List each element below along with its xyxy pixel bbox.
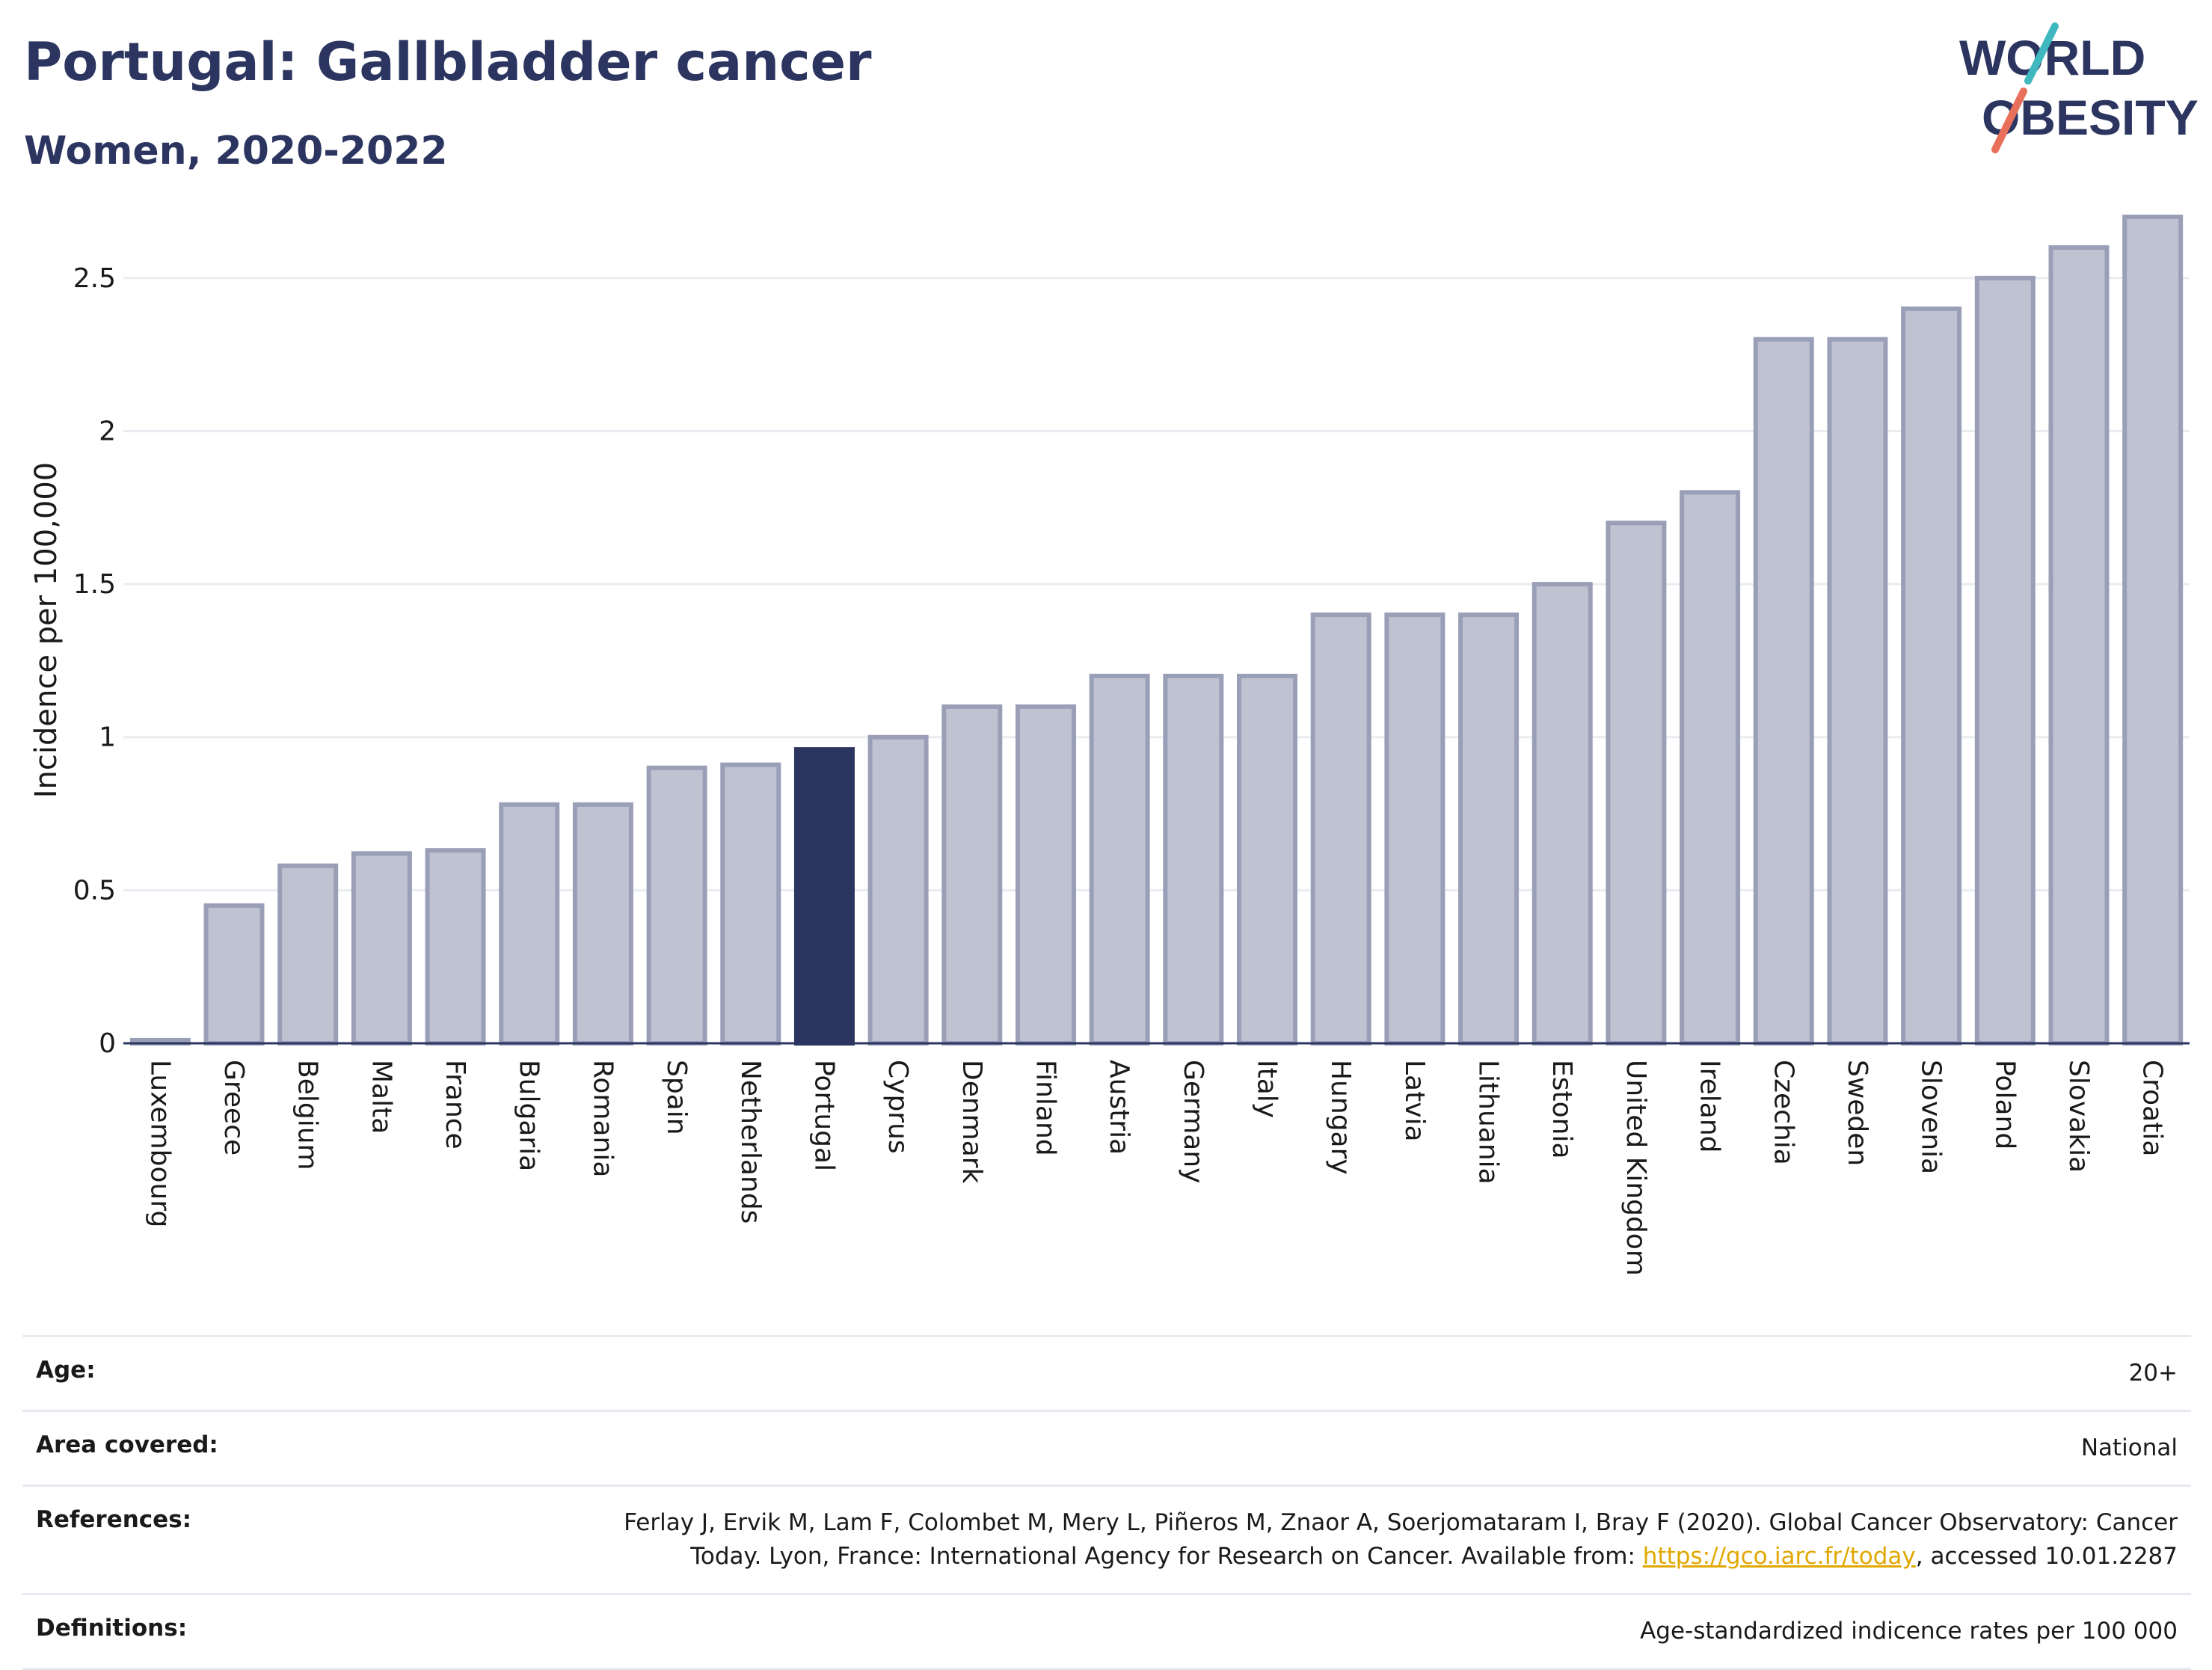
world-obesity-logo: WORLD OBESITY bbox=[1959, 22, 2199, 153]
info-row-age: Age: 20+ bbox=[22, 1335, 2191, 1410]
references-value: Ferlay J, Ervik M, Lam F, Colombet M, Me… bbox=[624, 1506, 2178, 1574]
x-tick-label: Cyprus bbox=[882, 1060, 913, 1154]
x-tick-label: Malta bbox=[366, 1060, 396, 1134]
bar-czechia bbox=[1753, 337, 1814, 1046]
x-tick-label: United Kingdom bbox=[1620, 1060, 1651, 1276]
info-row-references: References: Ferlay J, Ervik M, Lam F, Co… bbox=[22, 1484, 2191, 1593]
x-tick-label: Lithuania bbox=[1473, 1060, 1504, 1185]
x-tick-label: Luxembourg bbox=[144, 1060, 175, 1227]
x-tick-label: Latvia bbox=[1399, 1060, 1430, 1142]
x-tick-label: Slovenia bbox=[1916, 1060, 1947, 1174]
bar-sweden bbox=[1827, 337, 1888, 1046]
bar-malta bbox=[351, 851, 412, 1046]
x-tick-label: Netherlands bbox=[735, 1060, 766, 1224]
age-label: Age: bbox=[36, 1357, 96, 1384]
bar-finland bbox=[1015, 704, 1076, 1046]
bar-poland bbox=[1974, 275, 2036, 1046]
area-label: Area covered: bbox=[36, 1431, 218, 1458]
references-line1: Ferlay J, Ervik M, Lam F, Colombet M, Me… bbox=[624, 1508, 2178, 1536]
bar-germany bbox=[1163, 673, 1224, 1046]
bar-romania bbox=[572, 802, 633, 1046]
x-tick-label: Austria bbox=[1104, 1060, 1134, 1155]
x-tick-label: Ireland bbox=[1695, 1060, 1725, 1153]
bar-chart: 0 0.5 1 1.5 2 2.5 Luxembourg Greece Belgium Malt… bbox=[29, 215, 2190, 1276]
bar-denmark bbox=[941, 704, 1003, 1046]
bar-estonia bbox=[1531, 582, 1593, 1046]
bar-ireland bbox=[1680, 490, 1741, 1046]
bar-hungary bbox=[1310, 613, 1371, 1046]
x-tick-label: Greece bbox=[218, 1060, 249, 1155]
age-value: 20+ bbox=[2128, 1360, 2178, 1387]
page-subtitle: Women, 2020-2022 bbox=[24, 129, 448, 174]
page-title: Portugal: Gallbladder cancer bbox=[24, 31, 872, 93]
bar-greece bbox=[203, 903, 265, 1046]
bar-italy bbox=[1237, 673, 1298, 1046]
bar-belgium bbox=[277, 863, 339, 1046]
definitions-value: Age-standardized indicence rates per 100… bbox=[1640, 1617, 2178, 1645]
x-tick-label: Slovakia bbox=[2063, 1060, 2094, 1173]
bar-portugal bbox=[793, 747, 855, 1046]
bar-croatia bbox=[2122, 215, 2184, 1046]
logo-slash-top-icon bbox=[2024, 22, 2059, 85]
bar-france bbox=[425, 848, 486, 1046]
y-tick-label: 1.5 bbox=[73, 569, 116, 600]
definitions-label: Definitions: bbox=[36, 1614, 188, 1642]
logo-slash-bottom-icon bbox=[1991, 88, 2027, 153]
bar-spain bbox=[646, 765, 707, 1046]
bar-slovakia bbox=[2048, 245, 2110, 1046]
y-tick-label: 2 bbox=[99, 416, 116, 446]
info-row-definitions: Definitions: Age-standardized indicence … bbox=[22, 1592, 2191, 1670]
x-tick-label: Finland bbox=[1030, 1060, 1060, 1156]
bar-united-kingdom bbox=[1606, 521, 1667, 1046]
y-tick-label: 1 bbox=[99, 722, 116, 753]
x-tick-label: Estonia bbox=[1546, 1060, 1577, 1159]
x-tick-labels: Luxembourg Greece Belgium Malta France Bulgar… bbox=[144, 1060, 2167, 1276]
x-tick-label: Denmark bbox=[956, 1060, 987, 1184]
x-tick-label: Italy bbox=[1252, 1060, 1282, 1118]
bars bbox=[129, 215, 2184, 1046]
bar-bulgaria bbox=[499, 802, 560, 1046]
x-tick-label: Belgium bbox=[292, 1060, 323, 1170]
info-row-area: Area covered: National bbox=[22, 1409, 2191, 1485]
x-tick-label: Poland bbox=[1989, 1060, 2020, 1149]
x-tick-label: Portugal bbox=[808, 1060, 839, 1171]
bar-cyprus bbox=[867, 734, 929, 1046]
info-table: Age: 20+ Area covered: National Referenc… bbox=[22, 1335, 2191, 1670]
x-tick-label: Spain bbox=[661, 1060, 692, 1135]
x-tick-label: Croatia bbox=[2137, 1060, 2168, 1156]
x-tick-label: Sweden bbox=[1842, 1060, 1872, 1166]
x-tick-label: Bulgaria bbox=[514, 1060, 544, 1171]
bar-austria bbox=[1089, 673, 1150, 1046]
references-line2-post: , accessed 10.01.2287 bbox=[1915, 1542, 2178, 1570]
y-tick-labels: 0 0.5 1 1.5 2 2.5 bbox=[73, 263, 116, 1059]
bar-lithuania bbox=[1458, 613, 1520, 1046]
y-tick-label: 0.5 bbox=[73, 875, 116, 906]
x-tick-label: France bbox=[440, 1060, 470, 1149]
x-tick-label: Hungary bbox=[1325, 1060, 1356, 1175]
references-label: References: bbox=[36, 1505, 192, 1533]
bar-slovenia bbox=[1901, 306, 1962, 1046]
y-tick-label: 0 bbox=[99, 1028, 116, 1059]
x-tick-label: Germany bbox=[1178, 1060, 1208, 1183]
area-value: National bbox=[2080, 1434, 2178, 1461]
x-tick-label: Czechia bbox=[1768, 1060, 1798, 1165]
x-tick-label: Romania bbox=[587, 1060, 618, 1177]
bar-latvia bbox=[1384, 613, 1446, 1046]
y-tick-label: 2.5 bbox=[73, 263, 116, 294]
references-link[interactable]: https://gco.iarc.fr/today bbox=[1642, 1542, 1916, 1570]
bar-netherlands bbox=[720, 762, 781, 1046]
y-axis-label: Incidence per 100,000 bbox=[29, 462, 64, 799]
references-line2-pre: Today. Lyon, France: International Agenc… bbox=[690, 1542, 1643, 1570]
